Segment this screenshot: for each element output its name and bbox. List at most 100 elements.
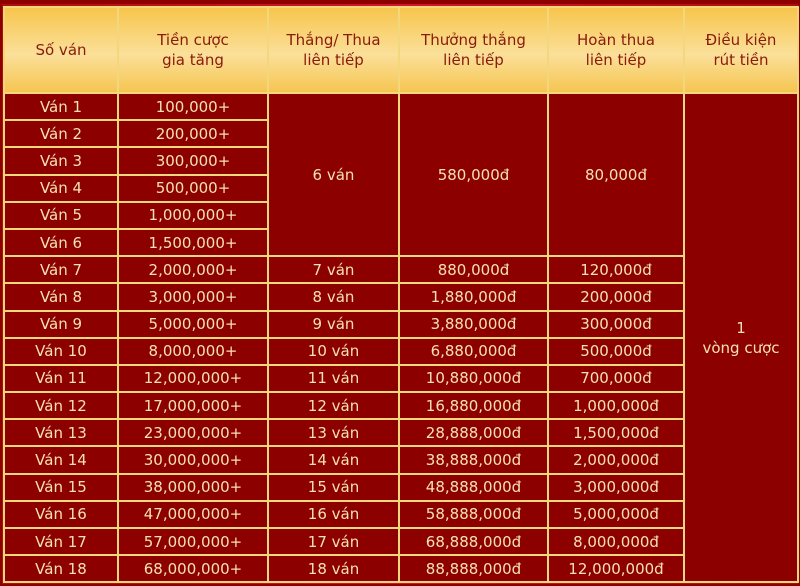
streak-cell: 9 ván (267, 309, 400, 339)
header-streak: Thắng/ Thua liên tiếp (267, 6, 400, 94)
loss-refund-cell: 2,000,000đ (547, 445, 685, 475)
bet-cell: 8,000,000+ (117, 336, 269, 366)
win-bonus-cell: 58,888,000đ (398, 499, 549, 530)
streak-cell: 11 ván (267, 363, 400, 394)
table-row: Ván 8 3,000,000+ 8 ván 1,880,000đ 200,000đ (3, 282, 798, 312)
streak-cell: 17 ván (267, 526, 400, 557)
header-win-bonus: Thưởng thắng liên tiếp (398, 6, 549, 94)
table-row: Ván 5 1,000,000+ (3, 200, 798, 230)
bet-cell: 47,000,000+ (117, 499, 269, 530)
round-cell: Ván 13 (3, 418, 119, 448)
loss-refund-cell: 120,000đ (547, 255, 685, 285)
streak-cell: 18 ván (267, 554, 400, 584)
bet-cell: 57,000,000+ (117, 526, 269, 557)
loss-refund-cell: 1,500,000đ (547, 418, 685, 448)
win-bonus-cell: 16,880,000đ (398, 391, 549, 421)
loss-refund-cell: 5,000,000đ (547, 499, 685, 530)
bet-cell: 200,000+ (117, 119, 269, 149)
bet-cell: 17,000,000+ (117, 391, 269, 421)
table-row: Ván 1 100,000+ 6 ván 580,000đ 80,000đ 1 vòng … (3, 91, 799, 584)
header-bet: Tiền cược gia tăng (117, 6, 269, 94)
loss-refund-cell: 200,000đ (547, 282, 685, 312)
win-bonus-cell: 6,880,000đ (398, 336, 549, 366)
round-cell: Ván 5 (3, 200, 119, 230)
bet-cell: 500,000+ (117, 173, 269, 203)
win-bonus-cell: 580,000đ (398, 91, 549, 258)
win-bonus-cell: 880,000đ (398, 255, 549, 285)
round-cell: Ván 10 (3, 336, 119, 366)
streak-cell: 7 ván (267, 255, 400, 285)
streak-cell: 8 ván (267, 282, 400, 312)
header-round: Số ván (3, 6, 119, 94)
loss-refund-cell: 8,000,000đ (547, 526, 685, 557)
streak-cell: 12 ván (267, 391, 400, 421)
round-cell: Ván 14 (3, 445, 119, 475)
header-loss-refund: Hoàn thua liên tiếp (547, 6, 685, 94)
bet-cell: 12,000,000+ (117, 363, 269, 394)
loss-refund-cell: 80,000đ (547, 91, 685, 258)
round-cell: Ván 9 (3, 309, 119, 339)
bet-cell: 1,500,000+ (117, 227, 269, 258)
bet-cell: 3,000,000+ (117, 282, 269, 312)
win-bonus-cell: 38,888,000đ (398, 445, 549, 475)
table-row: Ván 14 30,000,000+ 14 ván 38,888,000đ 2,000,… (3, 445, 798, 475)
round-cell: Ván 4 (3, 173, 119, 203)
promotion-table: Số ván Tiền cược gia tăng Thắng/ Thua li… (3, 6, 799, 584)
round-cell: Ván 3 (3, 146, 119, 176)
promotion-table-container: Số ván Tiền cược gia tăng Thắng/ Thua li… (2, 4, 799, 584)
bet-cell: 30,000,000+ (117, 445, 269, 475)
win-bonus-cell: 3,880,000đ (398, 309, 549, 339)
round-cell: Ván 15 (3, 472, 119, 502)
round-cell: Ván 6 (3, 227, 119, 258)
loss-refund-cell: 3,000,000đ (547, 472, 685, 502)
table-row: Ván 6 1,500,000+ (3, 227, 798, 258)
round-cell: Ván 16 (3, 499, 119, 530)
table-row: Ván 17 57,000,000+ 17 ván 68,888,000đ 8,000,… (3, 526, 798, 557)
table-row: Ván 3 300,000+ (3, 146, 798, 176)
streak-cell: 16 ván (267, 499, 400, 530)
round-cell: Ván 2 (3, 119, 119, 149)
table-row: Ván 10 8,000,000+ 10 ván 6,880,000đ 500,000đ (3, 336, 798, 366)
header-withdraw-condition: Điều kiện rút tiền (683, 6, 799, 94)
table-row: Ván 16 47,000,000+ 16 ván 58,888,000đ 5,000,… (3, 499, 798, 530)
table-row: Ván 18 68,000,000+ 18 ván 88,888,000đ 12,000… (3, 554, 798, 584)
bet-cell: 100,000+ (117, 91, 269, 122)
table-row: Ván 2 200,000+ (3, 119, 798, 149)
round-cell: Ván 8 (3, 282, 119, 312)
withdraw-condition-cell: 1 vòng cược (683, 91, 799, 584)
table-row: Ván 11 12,000,000+ 11 ván 10,880,000đ 700,00… (3, 363, 798, 394)
loss-refund-cell: 12,000,000đ (547, 554, 685, 584)
win-bonus-cell: 1,880,000đ (398, 282, 549, 312)
streak-cell: 14 ván (267, 445, 400, 475)
table-row: Ván 15 38,000,000+ 15 ván 48,888,000đ 3,000,… (3, 472, 798, 502)
win-bonus-cell: 68,888,000đ (398, 526, 549, 557)
table-row: Ván 7 2,000,000+ 7 ván 880,000đ 120,000đ (3, 255, 798, 285)
bet-cell: 23,000,000+ (117, 418, 269, 448)
header-row: Số ván Tiền cược gia tăng Thắng/ Thua li… (3, 6, 799, 94)
round-cell: Ván 18 (3, 554, 119, 584)
round-cell: Ván 11 (3, 363, 119, 394)
bet-cell: 68,000,000+ (117, 554, 269, 584)
win-bonus-cell: 28,888,000đ (398, 418, 549, 448)
round-cell: Ván 7 (3, 255, 119, 285)
win-bonus-cell: 48,888,000đ (398, 472, 549, 502)
streak-cell: 6 ván (267, 91, 400, 258)
streak-cell: 13 ván (267, 418, 400, 448)
loss-refund-cell: 1,000,000đ (547, 391, 685, 421)
win-bonus-cell: 10,880,000đ (398, 363, 549, 394)
loss-refund-cell: 300,000đ (547, 309, 685, 339)
table-row: Ván 12 17,000,000+ 12 ván 16,880,000đ 1,000,… (3, 391, 798, 421)
streak-cell: 15 ván (267, 472, 400, 502)
bet-cell: 38,000,000+ (117, 472, 269, 502)
bet-cell: 300,000+ (117, 146, 269, 176)
round-cell: Ván 17 (3, 526, 119, 557)
table-row: Ván 13 23,000,000+ 13 ván 28,888,000đ 1,500,… (3, 418, 798, 448)
bet-cell: 1,000,000+ (117, 200, 269, 230)
bet-cell: 2,000,000+ (117, 255, 269, 285)
loss-refund-cell: 700,000đ (547, 363, 685, 394)
table-row: Ván 9 5,000,000+ 9 ván 3,880,000đ 300,000đ (3, 309, 798, 339)
table-row: Ván 4 500,000+ (3, 173, 798, 203)
bet-cell: 5,000,000+ (117, 309, 269, 339)
loss-refund-cell: 500,000đ (547, 336, 685, 366)
round-cell: Ván 12 (3, 391, 119, 421)
